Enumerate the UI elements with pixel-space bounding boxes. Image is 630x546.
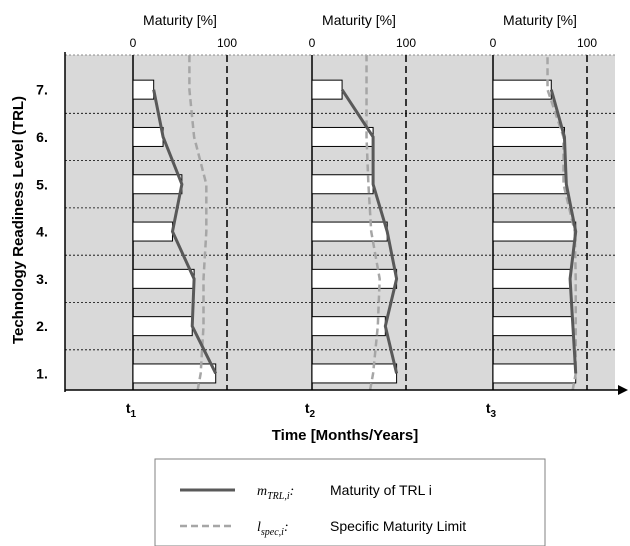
level-tick-labels: 1. 2. 3. 4. 5. 6. 7. [36,82,48,382]
top-tick-label: 100 [396,36,416,50]
top-tick-label: 100 [217,36,237,50]
time-label: t1 [126,400,137,420]
maturity-bar [132,363,217,384]
top-tick-label: 0 [490,36,497,50]
maturity-bar [311,221,388,242]
legend-maturity-symbol: mTRL,i: [257,484,294,502]
maturity-bar [311,174,374,195]
top-axis-label: Maturity [%] [322,12,396,28]
top-tick-label: 0 [309,36,316,50]
panel-2: Maturity [%] 0 100 [309,12,416,391]
maturity-bar [492,363,577,384]
top-axis-label: Maturity [%] [503,12,577,28]
level-label: 1. [36,365,48,381]
maturity-bar [492,316,574,337]
maturity-bar [311,363,398,384]
maturity-bar [492,268,571,289]
time-label: t2 [305,400,316,420]
x-axis-label: Time [Months/Years] [272,427,418,444]
level-label: 3. [36,271,48,287]
maturity-line [549,89,578,374]
level-label: 6. [36,129,48,145]
maturity-bar [311,316,386,337]
level-label: 2. [36,318,48,334]
level-label: 4. [36,224,48,240]
maturity-line [340,88,399,374]
maturity-bar [311,268,398,289]
legend-limit-symbol: lspec,i: [257,520,289,538]
y-axis-label: Technology Readiness Level (TRL) [10,96,27,344]
top-axis-label: Maturity [%] [143,12,217,28]
level-label: 7. [36,82,48,98]
panel-3: Maturity [%] 0 100 [490,12,597,391]
limit-line [188,55,208,391]
maturity-line [152,89,218,375]
legend-limit-label: Specific Maturity Limit [330,518,466,534]
maturity-bar [132,126,164,147]
top-tick-label: 0 [130,36,137,50]
limit-line [365,55,381,391]
level-label: 5. [36,176,48,192]
maturity-bar [311,79,343,100]
top-tick-label: 100 [577,36,597,50]
time-labels: t1 t2 t3 [126,400,497,420]
maturity-bar [132,268,195,289]
maturity-bar [132,174,183,195]
maturity-bar [311,126,374,147]
legend-maturity-label: Maturity of TRL i [330,482,432,498]
maturity-bar [132,79,155,100]
time-label: t3 [486,400,497,420]
maturity-bar [492,221,577,242]
legend-box [154,458,546,546]
maturity-bar [132,221,173,242]
maturity-bar [492,174,567,195]
maturity-bar [492,79,552,100]
maturity-bar [492,126,565,147]
legend: mTRL,i: Maturity of TRL i lspec,i: Speci… [154,458,546,546]
time-axis-arrow [618,385,628,395]
panel-1: Maturity [%] 0 100 [130,12,237,391]
maturity-bar [132,316,193,337]
